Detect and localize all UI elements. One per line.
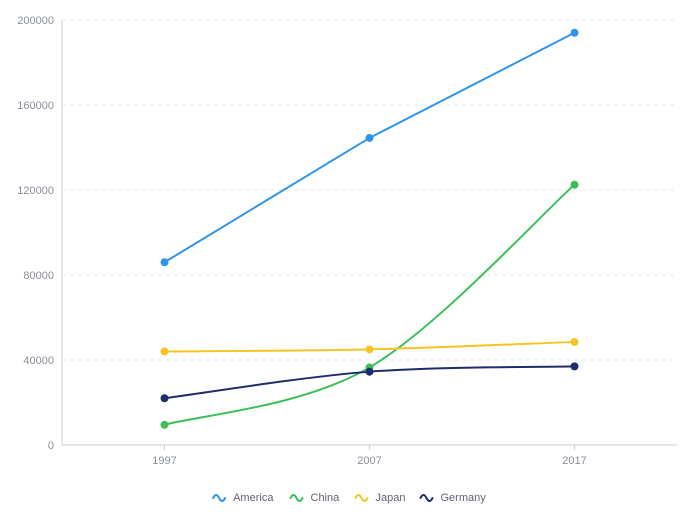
legend-line-icon	[212, 494, 227, 502]
x-tick-label: 2007	[357, 455, 381, 467]
legend-item-china[interactable]: China	[289, 492, 341, 504]
series-china	[160, 180, 579, 429]
data-point-germany[interactable]	[160, 394, 169, 403]
y-tick-label: 0	[48, 440, 54, 452]
data-point-america[interactable]	[160, 258, 169, 267]
legend-label: Japan	[376, 492, 406, 504]
data-point-china[interactable]	[160, 420, 169, 429]
data-point-japan[interactable]	[365, 345, 374, 354]
data-point-america[interactable]	[570, 28, 579, 37]
data-point-germany[interactable]	[365, 367, 374, 376]
data-point-germany[interactable]	[570, 362, 579, 371]
series-line-america	[163, 31, 575, 264]
axes: 0 40000 80000 120000 160000 200000 1997 2007 201…	[17, 15, 677, 467]
series-germany	[160, 362, 579, 403]
legend-line-icon	[419, 494, 434, 502]
data-point-japan[interactable]	[570, 337, 579, 346]
data-point-america[interactable]	[365, 133, 374, 142]
y-tick-label: 40000	[23, 355, 54, 367]
y-tick-label: 120000	[17, 185, 54, 197]
y-tick-label: 80000	[23, 270, 54, 282]
data-point-china[interactable]	[570, 180, 579, 189]
legend-label: China	[311, 492, 341, 504]
legend-line-icon	[289, 494, 304, 502]
data-point-japan[interactable]	[160, 347, 169, 356]
series-america	[160, 28, 579, 267]
series-layer	[160, 28, 579, 429]
legend-label: America	[233, 492, 274, 504]
x-tick-label: 1997	[152, 455, 176, 467]
legend-label: Germany	[441, 492, 487, 504]
legend-item-america[interactable]: America	[212, 492, 274, 504]
legend-line-icon	[354, 494, 369, 502]
y-tick-label: 200000	[17, 15, 54, 27]
legend-item-germany[interactable]: Germany	[419, 492, 487, 504]
grid	[62, 19, 677, 361]
x-tick-label: 2017	[562, 455, 586, 467]
legend[interactable]: America China Japan Germany	[212, 492, 487, 504]
series-japan	[160, 337, 579, 356]
y-tick-label: 160000	[17, 100, 54, 112]
legend-item-japan[interactable]: Japan	[354, 492, 406, 504]
